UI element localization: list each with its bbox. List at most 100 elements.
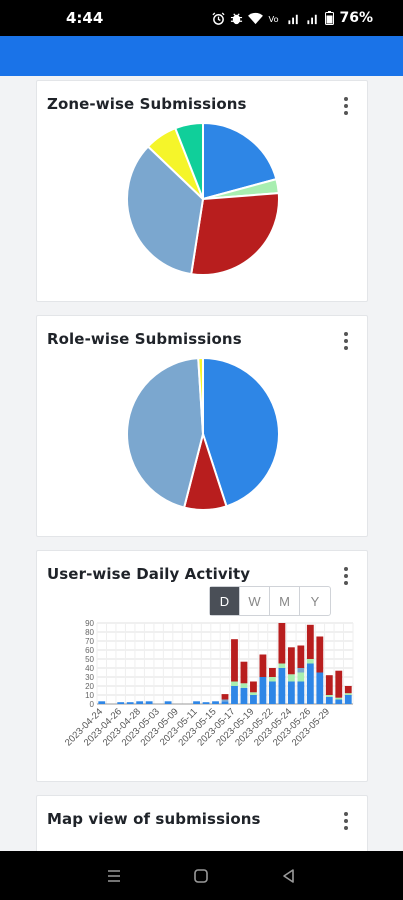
zone-slice-3[interactable]	[126, 145, 205, 276]
bar-segment[interactable]	[145, 701, 153, 704]
bar-segment[interactable]	[231, 686, 238, 704]
back-button[interactable]	[269, 856, 309, 896]
map-card-title: Map view of submissions	[47, 810, 261, 828]
range-tab-week[interactable]: W	[240, 587, 270, 615]
back-icon	[283, 868, 294, 883]
bar-segment[interactable]	[136, 701, 144, 704]
zone-slice-0[interactable]	[202, 121, 278, 201]
home-button[interactable]	[181, 856, 221, 896]
bar-segment[interactable]	[297, 672, 305, 682]
bar-segment[interactable]	[259, 677, 267, 704]
bar-segment[interactable]	[278, 668, 286, 704]
bar-segment[interactable]	[250, 681, 257, 693]
bar-segment[interactable]	[306, 624, 314, 659]
map-card-menu-icon[interactable]	[341, 810, 351, 832]
zone-card: Zone-wise Submissions	[36, 80, 368, 302]
zone-slice-5[interactable]	[173, 121, 204, 200]
bar-segment[interactable]	[297, 681, 305, 705]
map-card: Map view of submissions	[36, 795, 368, 851]
bar-segment[interactable]	[344, 695, 352, 704]
bar-segment[interactable]	[287, 681, 295, 705]
y-tick-label: 10	[85, 691, 94, 700]
bar-segment[interactable]	[297, 645, 305, 669]
role-slice-0[interactable]	[202, 356, 280, 508]
user-activity-card: User-wise Daily Activity D W M Y 0 10 20 30…	[36, 550, 368, 782]
y-tick-label: 70	[85, 637, 94, 646]
bar-segment[interactable]	[117, 702, 125, 704]
bar-segment[interactable]	[202, 702, 210, 704]
role-slice-2[interactable]	[126, 357, 205, 509]
y-tick-label: 50	[85, 655, 94, 664]
y-tick-label: 0	[90, 700, 95, 709]
bar-segment[interactable]	[221, 694, 229, 700]
system-nav-bar	[0, 851, 403, 900]
wifi-icon	[248, 12, 264, 24]
y-tick-label: 80	[85, 628, 94, 637]
svg-text:Vo: Vo	[269, 14, 279, 24]
alarm-icon	[212, 11, 226, 25]
bug-icon	[231, 12, 243, 24]
bar-segment[interactable]	[344, 693, 352, 695]
bar-segment[interactable]	[287, 647, 295, 675]
bar-segment[interactable]	[325, 696, 333, 704]
bar-segment[interactable]	[231, 681, 238, 687]
bar-segment[interactable]	[164, 701, 172, 704]
bar-segment[interactable]	[278, 663, 286, 669]
status-icons: Vo 76%	[212, 10, 373, 26]
bar-segment[interactable]	[344, 686, 352, 694]
bar-segment[interactable]	[193, 701, 200, 704]
bar-segment[interactable]	[250, 692, 257, 695]
bar-segment[interactable]	[126, 702, 134, 704]
status-bar: 4:44 Vo 76%	[0, 0, 403, 36]
bar-segment[interactable]	[221, 701, 229, 704]
status-time: 4:44	[66, 9, 104, 27]
bar-segment[interactable]	[287, 674, 295, 682]
bar-segment[interactable]	[240, 687, 248, 704]
y-tick-label: 20	[85, 682, 94, 691]
role-card-title: Role-wise Submissions	[47, 330, 242, 348]
bar-segment[interactable]	[268, 681, 276, 705]
bar-segment[interactable]	[335, 670, 343, 698]
role-slice-3[interactable]	[197, 356, 204, 435]
y-tick-label: 60	[85, 646, 94, 655]
bar-segment[interactable]	[231, 639, 238, 682]
bar-segment[interactable]	[240, 661, 248, 684]
bar-segment[interactable]	[335, 697, 343, 700]
bar-segment[interactable]	[250, 695, 257, 704]
signal-icon	[288, 14, 299, 24]
bar-segment[interactable]	[316, 636, 324, 673]
range-tab-month[interactable]: M	[270, 587, 300, 615]
bar-segment[interactable]	[316, 672, 324, 705]
bar-segment[interactable]	[98, 701, 106, 704]
battery-percent: 76%	[339, 10, 373, 26]
zone-card-title: Zone-wise Submissions	[47, 95, 247, 113]
bar-segment[interactable]	[268, 668, 276, 677]
recents-button[interactable]	[94, 856, 134, 896]
bar-segment[interactable]	[325, 695, 333, 697]
bar-segment[interactable]	[306, 659, 314, 664]
role-card: Role-wise Submissions	[36, 315, 368, 537]
bar-segment[interactable]	[335, 699, 343, 705]
home-icon	[194, 868, 209, 883]
y-tick-label: 40	[85, 664, 94, 673]
zone-card-menu-icon[interactable]	[341, 95, 351, 117]
role-card-menu-icon[interactable]	[341, 330, 351, 352]
bar-segment[interactable]	[325, 675, 333, 695]
user-card-menu-icon[interactable]	[341, 565, 351, 587]
dashboard-scroll[interactable]: Zone-wise Submissions Role-wise Submissi…	[0, 76, 403, 851]
volte-icon: Vo	[269, 14, 279, 24]
zone-pie-chart	[126, 121, 280, 276]
range-tab-day[interactable]: D	[210, 587, 240, 615]
bar-segment[interactable]	[278, 623, 286, 664]
bar-segment[interactable]	[297, 668, 305, 673]
bar-segment[interactable]	[212, 701, 219, 704]
bar-segment[interactable]	[268, 677, 276, 682]
app-bar	[0, 36, 403, 76]
bar-segment[interactable]	[240, 683, 248, 688]
bar-segment[interactable]	[259, 654, 267, 678]
user-card-title: User-wise Daily Activity	[47, 565, 251, 583]
range-tab-year[interactable]: Y	[310, 593, 320, 609]
bar-segment[interactable]	[306, 663, 314, 705]
zone-slice-2[interactable]	[190, 192, 280, 276]
bar-segment[interactable]	[221, 699, 229, 702]
